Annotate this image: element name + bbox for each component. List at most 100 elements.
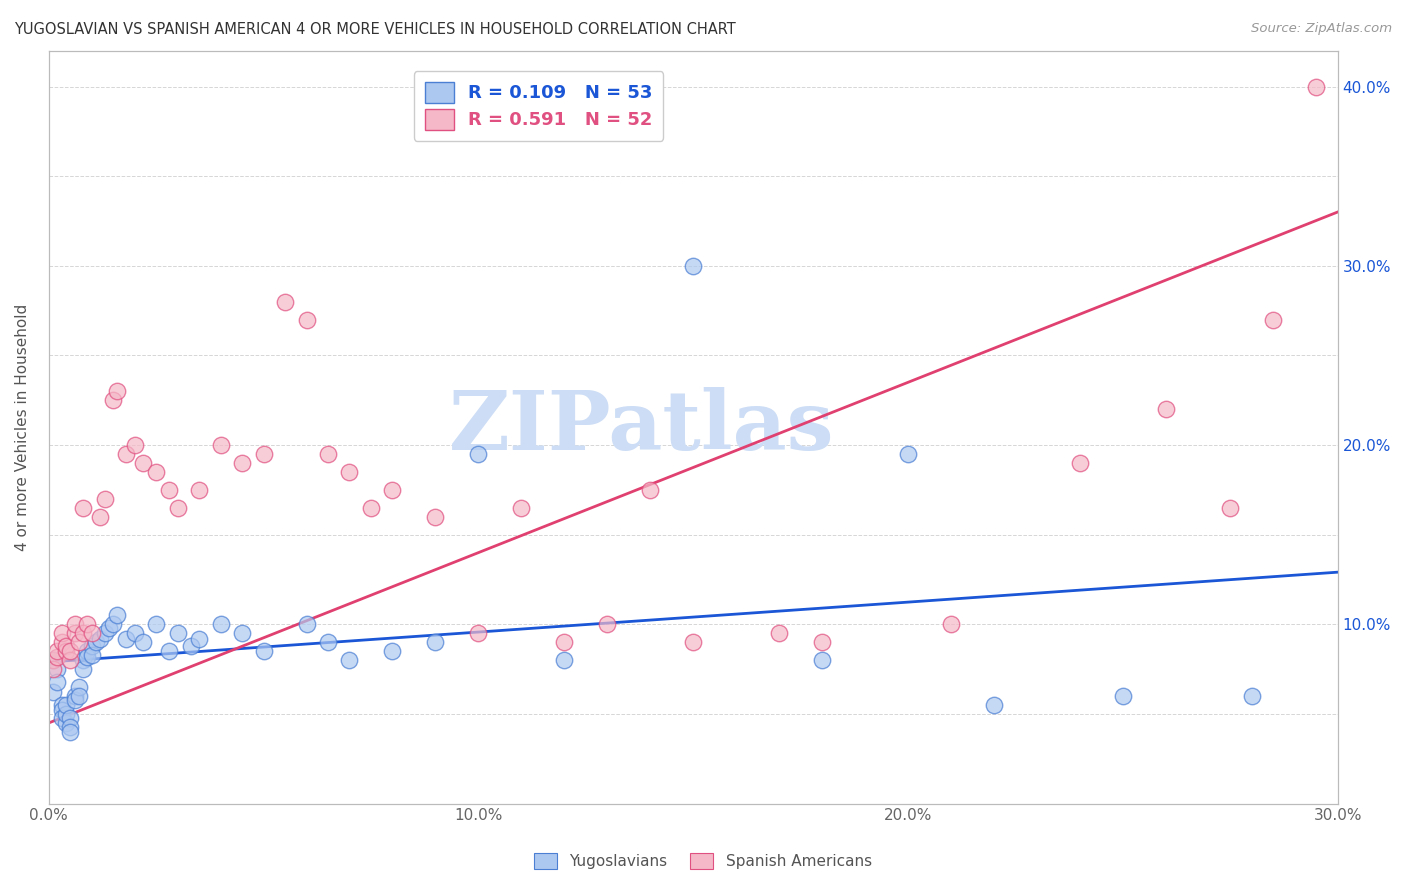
Point	[55, 639, 77, 653]
Point	[107, 384, 129, 399]
Point	[295, 617, 318, 632]
Point	[51, 626, 73, 640]
Point	[63, 692, 86, 706]
Point	[381, 483, 404, 497]
Point	[467, 626, 489, 640]
Point	[231, 626, 253, 640]
Point	[80, 626, 103, 640]
Point	[59, 710, 82, 724]
Point	[132, 635, 155, 649]
Point	[103, 393, 125, 408]
Point	[596, 617, 619, 632]
Point	[89, 632, 111, 646]
Legend: R = 0.109   N = 53, R = 0.591   N = 52: R = 0.109 N = 53, R = 0.591 N = 52	[413, 71, 664, 141]
Point	[46, 644, 69, 658]
Point	[67, 689, 90, 703]
Point	[316, 447, 339, 461]
Point	[55, 698, 77, 712]
Point	[682, 635, 704, 649]
Point	[72, 626, 94, 640]
Point	[63, 617, 86, 632]
Point	[316, 635, 339, 649]
Point	[72, 653, 94, 667]
Point	[811, 653, 834, 667]
Point	[1219, 500, 1241, 515]
Point	[67, 635, 90, 649]
Point	[80, 648, 103, 662]
Point	[166, 500, 188, 515]
Point	[1305, 79, 1327, 94]
Point	[1263, 312, 1285, 326]
Point	[682, 259, 704, 273]
Point	[188, 483, 211, 497]
Point	[1240, 689, 1263, 703]
Point	[209, 617, 232, 632]
Point	[553, 653, 575, 667]
Point	[381, 644, 404, 658]
Point	[59, 719, 82, 733]
Point	[897, 447, 920, 461]
Point	[638, 483, 661, 497]
Point	[180, 639, 202, 653]
Point	[231, 456, 253, 470]
Point	[983, 698, 1005, 712]
Point	[145, 617, 167, 632]
Point	[51, 703, 73, 717]
Point	[274, 294, 297, 309]
Point	[55, 715, 77, 730]
Point	[425, 635, 447, 649]
Point	[80, 639, 103, 653]
Point	[55, 644, 77, 658]
Point	[145, 465, 167, 479]
Point	[51, 635, 73, 649]
Point	[467, 447, 489, 461]
Point	[209, 438, 232, 452]
Point	[46, 674, 69, 689]
Point	[42, 653, 65, 667]
Legend: Yugoslavians, Spanish Americans: Yugoslavians, Spanish Americans	[529, 847, 877, 875]
Point	[157, 483, 180, 497]
Point	[46, 662, 69, 676]
Point	[59, 725, 82, 739]
Point	[295, 312, 318, 326]
Point	[42, 685, 65, 699]
Point	[166, 626, 188, 640]
Point	[768, 626, 790, 640]
Point	[76, 649, 98, 664]
Point	[76, 644, 98, 658]
Point	[252, 644, 274, 658]
Point	[115, 632, 138, 646]
Point	[76, 617, 98, 632]
Point	[188, 632, 211, 646]
Point	[42, 662, 65, 676]
Point	[93, 491, 115, 506]
Point	[107, 608, 129, 623]
Text: YUGOSLAVIAN VS SPANISH AMERICAN 4 OR MORE VEHICLES IN HOUSEHOLD CORRELATION CHAR: YUGOSLAVIAN VS SPANISH AMERICAN 4 OR MOR…	[14, 22, 735, 37]
Point	[339, 465, 361, 479]
Point	[157, 644, 180, 658]
Point	[1154, 402, 1177, 417]
Point	[115, 447, 138, 461]
Point	[89, 509, 111, 524]
Text: Source: ZipAtlas.com: Source: ZipAtlas.com	[1251, 22, 1392, 36]
Point	[510, 500, 533, 515]
Point	[339, 653, 361, 667]
Point	[132, 456, 155, 470]
Point	[42, 653, 65, 667]
Point	[811, 635, 834, 649]
Point	[553, 635, 575, 649]
Point	[939, 617, 962, 632]
Text: ZIPatlas: ZIPatlas	[449, 387, 834, 467]
Point	[55, 706, 77, 721]
Point	[72, 662, 94, 676]
Point	[51, 698, 73, 712]
Point	[103, 617, 125, 632]
Point	[124, 626, 146, 640]
Point	[360, 500, 382, 515]
Point	[84, 635, 107, 649]
Point	[252, 447, 274, 461]
Y-axis label: 4 or more Vehicles in Household: 4 or more Vehicles in Household	[15, 303, 30, 550]
Point	[63, 626, 86, 640]
Point	[425, 509, 447, 524]
Point	[46, 649, 69, 664]
